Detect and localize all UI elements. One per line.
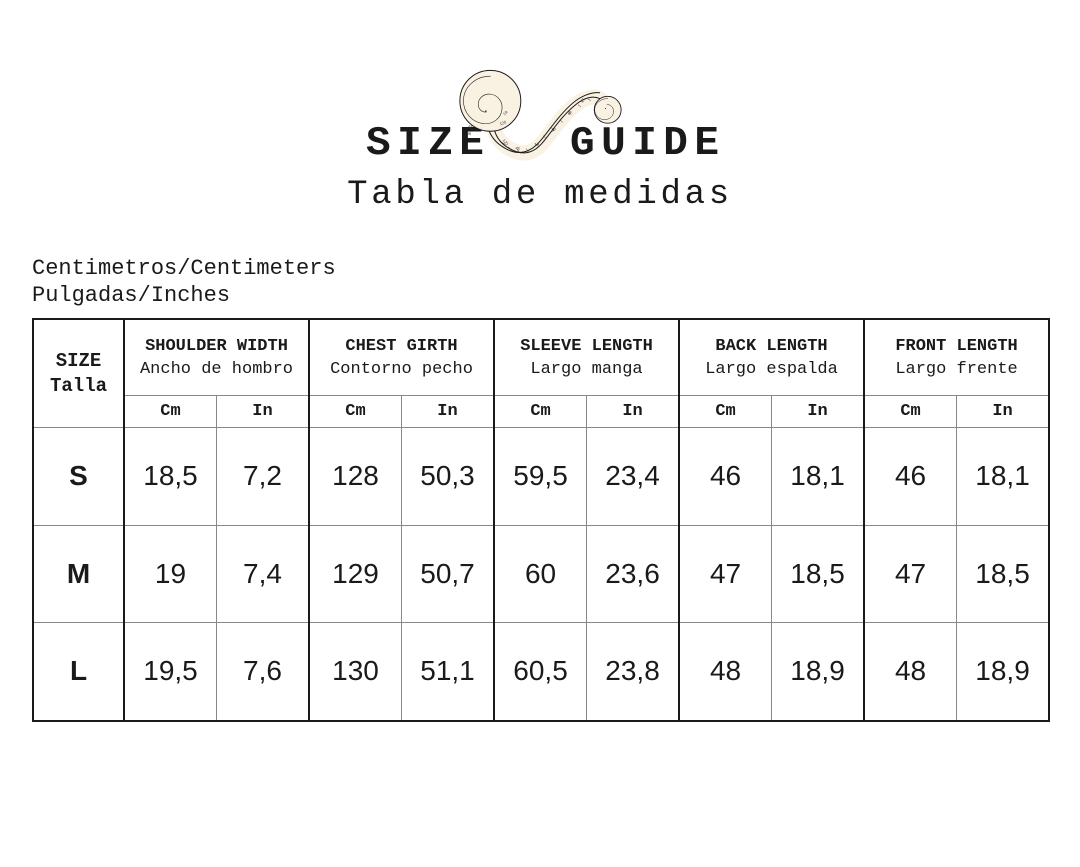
svg-text:55: 55 <box>468 124 474 130</box>
svg-text:56: 56 <box>466 130 472 136</box>
